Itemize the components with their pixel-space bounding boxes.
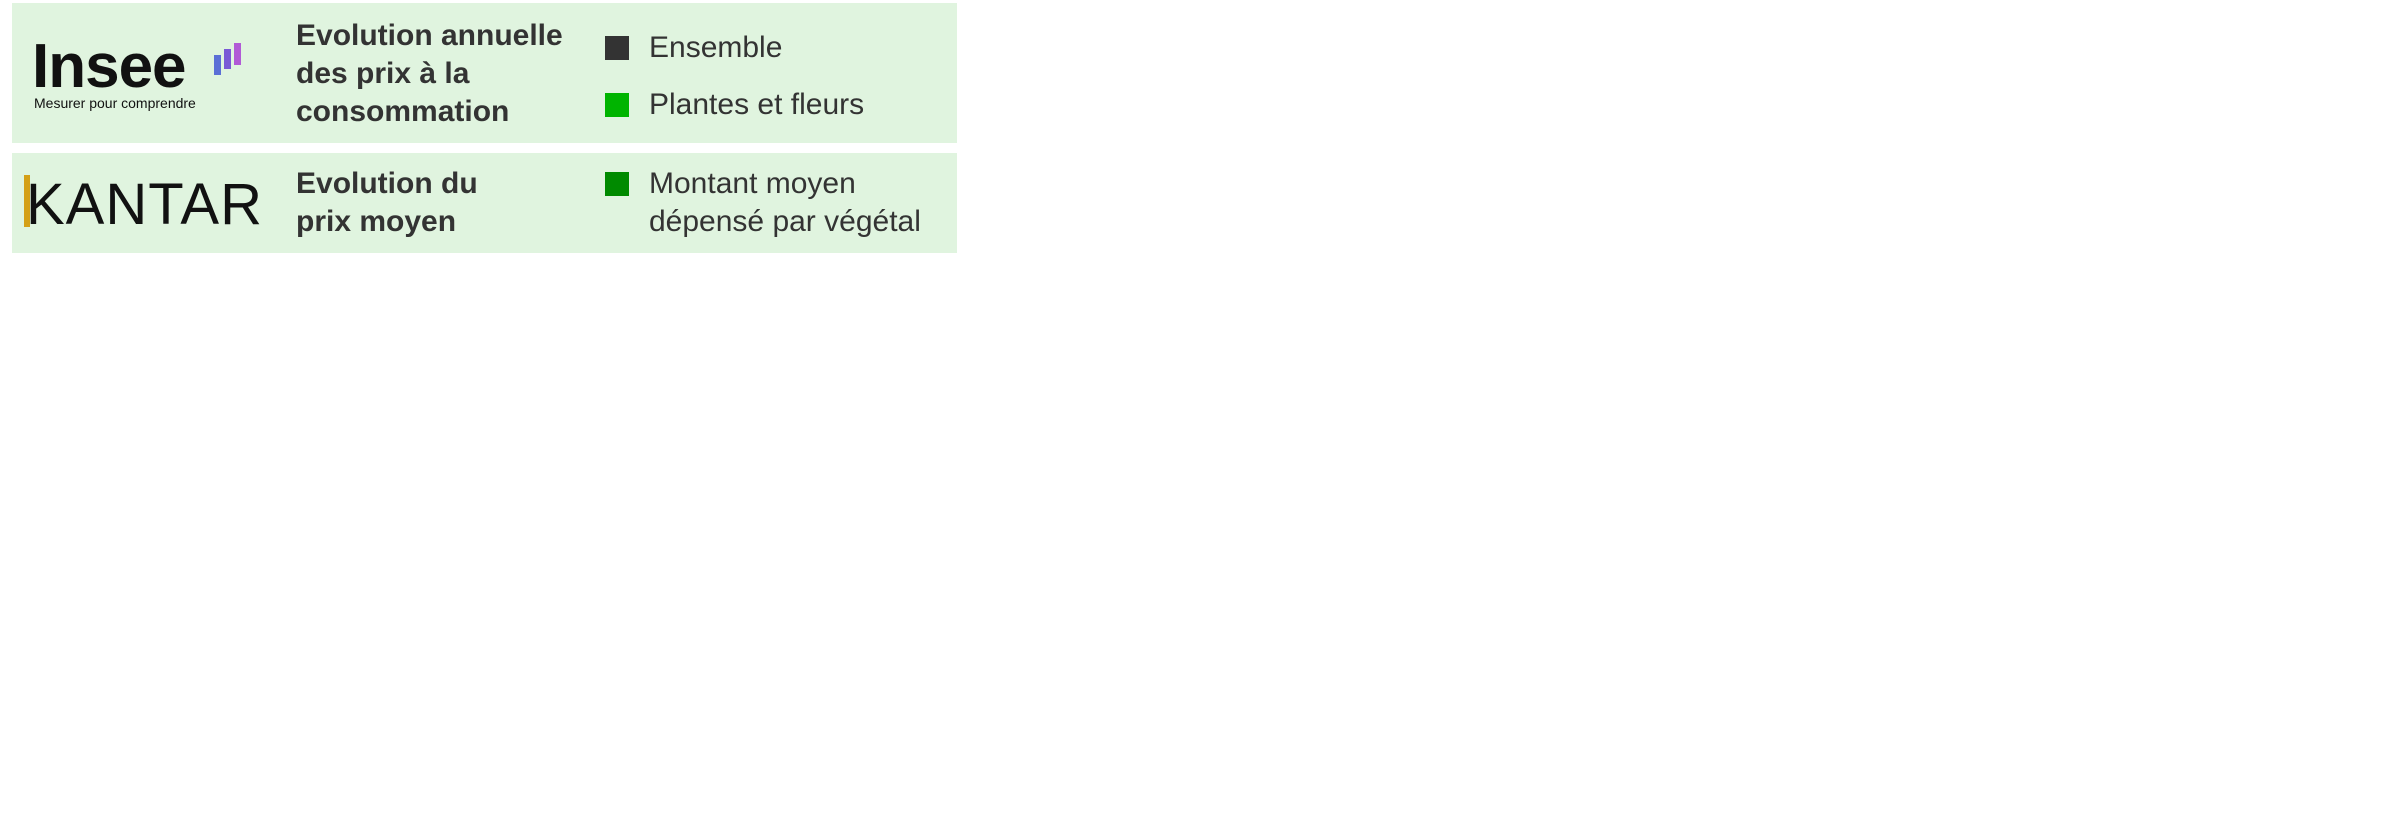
kantar-box: KANTAR Evolution du prix moyen Montant m… bbox=[12, 153, 957, 253]
legend-swatch bbox=[605, 93, 629, 117]
insee-box: Insee 2020+0,5%+3,3%+7,7%2021+1,6%+3,4%+… bbox=[12, 3, 957, 143]
legend-swatch bbox=[605, 172, 629, 196]
title-line: Evolution du bbox=[296, 167, 478, 200]
legend-item: Montant moyen dépensé par végétal bbox=[605, 165, 949, 241]
logo-bar bbox=[234, 43, 241, 65]
title-line: consommation bbox=[296, 95, 510, 128]
logo-bar bbox=[224, 49, 231, 69]
legend-label: Plantes et fleurs bbox=[649, 88, 865, 121]
kantar-title: Evolution du prix moyen bbox=[296, 165, 478, 241]
legend-item: Ensemble bbox=[605, 29, 782, 67]
kantar-logo: KANTAR bbox=[26, 172, 263, 237]
logo-bar bbox=[214, 55, 221, 75]
insee-title: Evolution annuelle des prix à la consomm… bbox=[296, 17, 563, 131]
insee-tagline: Mesurer pour comprendre bbox=[34, 95, 196, 111]
legend-swatch bbox=[605, 36, 629, 60]
legend-label: Ensemble bbox=[649, 31, 783, 64]
insee-logo: Insee bbox=[32, 32, 187, 101]
kantar-mark bbox=[24, 175, 30, 227]
title-line: Evolution annuelle bbox=[296, 19, 563, 52]
title-line: prix moyen bbox=[296, 205, 457, 238]
title-line: des prix à la bbox=[296, 57, 470, 90]
legend-item: Plantes et fleurs bbox=[605, 86, 864, 124]
legend-label: Montant moyen dépensé par végétal bbox=[649, 167, 921, 238]
insee-logo-icon: 2020+0,5%+3,3%+7,7%2021+1,6%+3,4%+8,2%20… bbox=[214, 43, 241, 75]
